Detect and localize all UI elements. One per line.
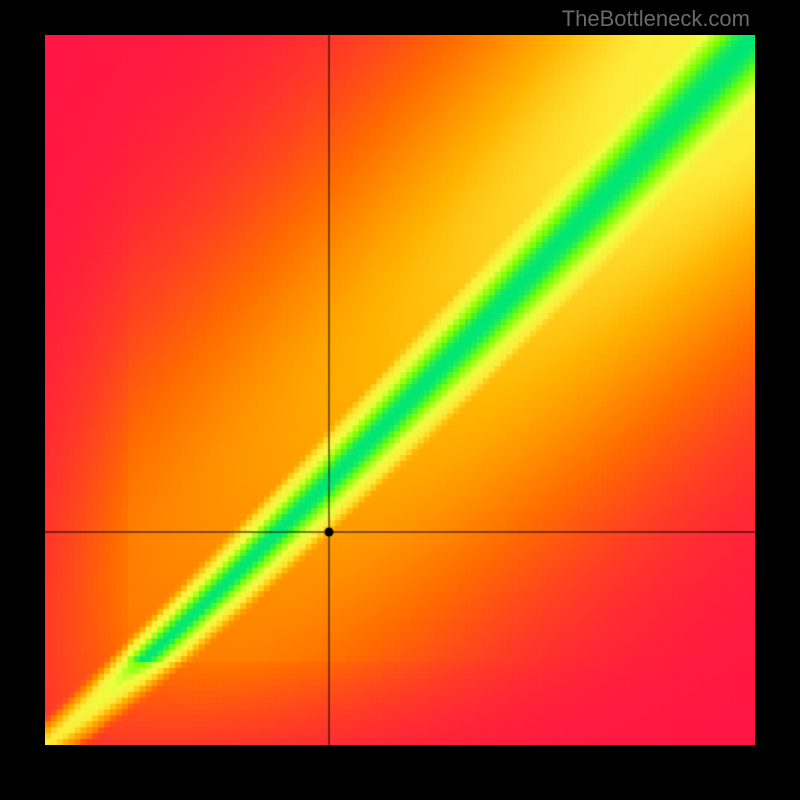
bottleneck-heatmap: [45, 35, 755, 745]
heatmap-canvas: [45, 35, 755, 745]
watermark-text: TheBottleneck.com: [562, 6, 750, 32]
